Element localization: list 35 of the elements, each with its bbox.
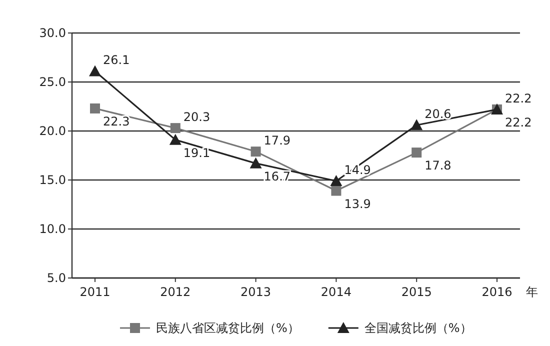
data-label: 17.9: [264, 134, 291, 148]
data-label: 20.6: [424, 107, 452, 122]
x-tick-label: 2015: [401, 285, 432, 299]
y-tick-label: 20.0: [39, 124, 66, 138]
y-tick-label: 30.0: [39, 26, 66, 40]
x-tick-label: 2013: [240, 285, 272, 299]
legend-label: 民族八省区减贫比例（%）: [156, 321, 300, 335]
data-label: 13.9: [344, 196, 371, 211]
x-tick-label: 2016: [482, 285, 512, 299]
point: [89, 65, 101, 76]
data-label: 22.2: [505, 91, 532, 106]
legend-label: 全国减贫比例（%）: [364, 321, 472, 335]
data-label: 22.2: [505, 115, 532, 130]
point: [250, 157, 262, 168]
point: [331, 186, 342, 196]
x-tick-label: 2011: [80, 285, 110, 299]
x-tick-label: 2014: [320, 285, 352, 299]
y-tick-label: 5.0: [46, 271, 66, 285]
data-label: 26.1: [103, 53, 130, 68]
y-tick-label: 15.0: [39, 173, 66, 187]
data-label: 22.3: [103, 114, 130, 128]
data-label: 19.1: [183, 146, 210, 160]
point: [90, 103, 100, 114]
point: [330, 174, 342, 186]
x-tick-label: 2012: [160, 285, 191, 299]
point: [410, 119, 423, 130]
data-label: 20.3: [183, 110, 210, 124]
point: [169, 134, 182, 145]
x-axis-title: 年: [526, 285, 538, 299]
data-label: 17.8: [424, 158, 452, 173]
y-tick-label: 25.0: [39, 75, 66, 89]
y-tick-label: 10.0: [39, 222, 66, 236]
point: [250, 146, 261, 157]
point: [170, 123, 180, 134]
point: [412, 148, 422, 158]
